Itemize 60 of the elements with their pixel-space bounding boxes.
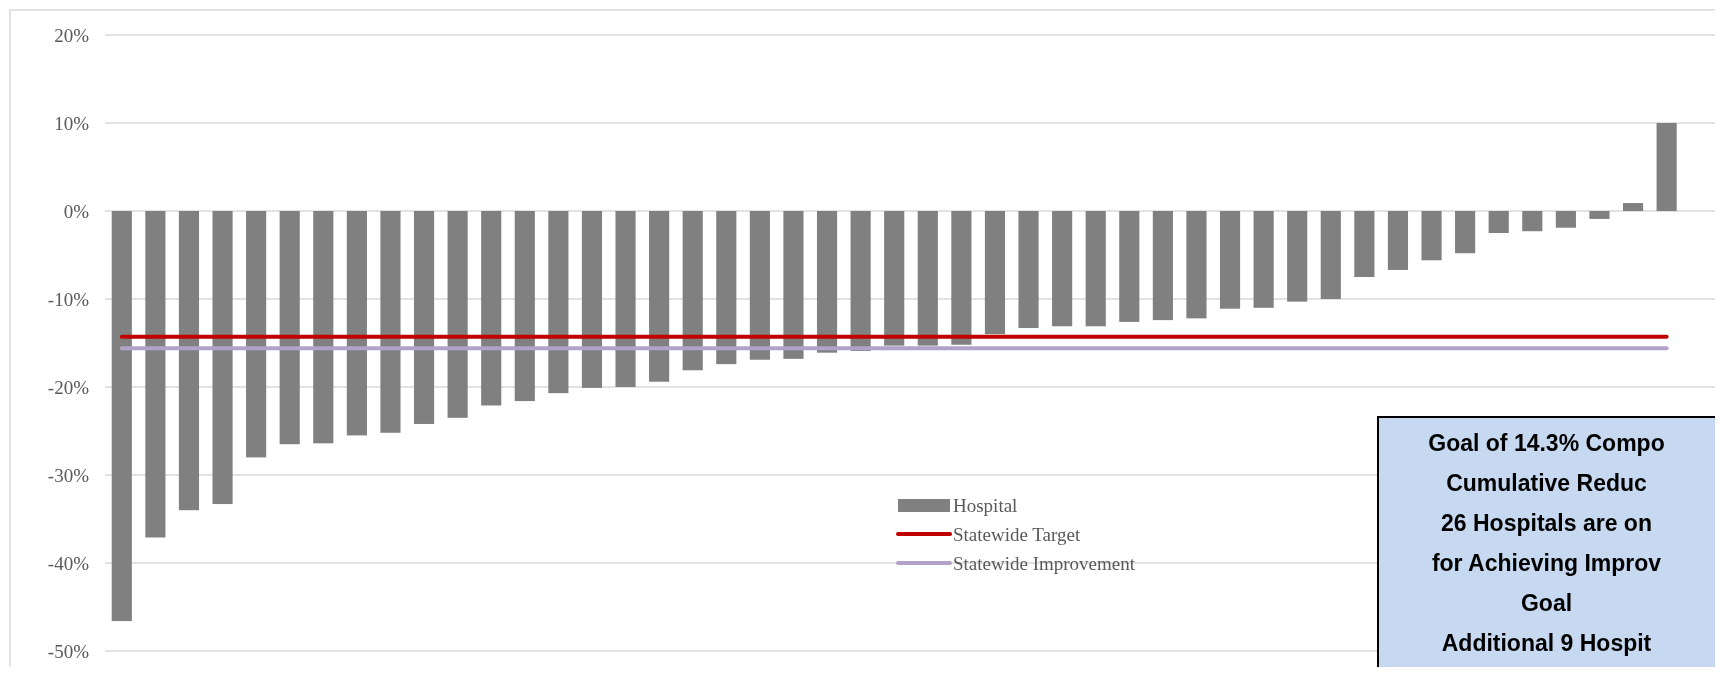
bar — [514, 211, 535, 402]
bar — [1354, 211, 1375, 277]
bar — [1589, 211, 1610, 219]
bar — [1320, 211, 1341, 299]
y-tick-label: -20% — [47, 376, 90, 398]
bar — [581, 211, 603, 388]
legend-label: Hospital — [953, 494, 1018, 516]
y-tick-label: 0% — [63, 200, 90, 222]
y-tick-label: 20% — [54, 24, 90, 46]
legend-label: Statewide Target — [953, 523, 1081, 545]
bar — [1622, 203, 1644, 211]
bar — [413, 211, 435, 424]
bar — [783, 211, 804, 359]
bar — [1018, 211, 1039, 329]
bar — [615, 211, 636, 387]
bar — [1287, 211, 1308, 302]
bar — [380, 211, 401, 433]
bar — [1219, 211, 1241, 309]
bar — [1455, 211, 1476, 254]
bar — [111, 211, 132, 622]
bar — [212, 211, 233, 505]
bar — [1052, 211, 1073, 327]
bar — [145, 211, 166, 538]
bar — [1253, 211, 1274, 308]
bar — [346, 211, 367, 436]
bar — [884, 211, 905, 346]
bar — [816, 211, 838, 353]
y-tick-label: -40% — [47, 552, 90, 574]
bar — [984, 211, 1006, 335]
bar — [716, 211, 737, 365]
bar — [1656, 123, 1677, 211]
bar — [1387, 211, 1409, 270]
text-box: Goal of 14.3% Compo Cumulative Reduc 26 Hospitals are on for Achieving Improv Goal Additional 9 Hospit — [1377, 416, 1715, 667]
bar — [1555, 211, 1576, 228]
bar — [246, 211, 267, 458]
bar — [649, 211, 670, 382]
bar — [1421, 211, 1442, 261]
bar — [548, 211, 569, 394]
bar — [850, 211, 871, 351]
annotation: Goal of 14.3% Compo Cumulative Reduc 26 Hospitals are on for Achieving Improv Goal Additional 9 Hospit — [1428, 430, 1665, 656]
bar — [917, 211, 938, 346]
bar — [1085, 211, 1106, 327]
y-tick-label: -50% — [47, 640, 90, 662]
bar — [178, 211, 200, 511]
bar — [749, 211, 770, 360]
y-tick-label: -10% — [47, 288, 90, 310]
bar — [279, 211, 300, 445]
bar — [481, 211, 502, 406]
bar — [682, 211, 703, 371]
bar — [1119, 211, 1140, 322]
bar — [313, 211, 334, 444]
y-tick-label: -30% — [47, 464, 90, 486]
bar — [1522, 211, 1543, 232]
bar — [1152, 211, 1173, 321]
bar — [447, 211, 468, 418]
bar — [1186, 211, 1207, 319]
legend-label: Statewide Improvement — [953, 552, 1136, 574]
bar — [951, 211, 972, 345]
bar — [1488, 211, 1509, 233]
y-tick-label: 10% — [54, 112, 90, 134]
